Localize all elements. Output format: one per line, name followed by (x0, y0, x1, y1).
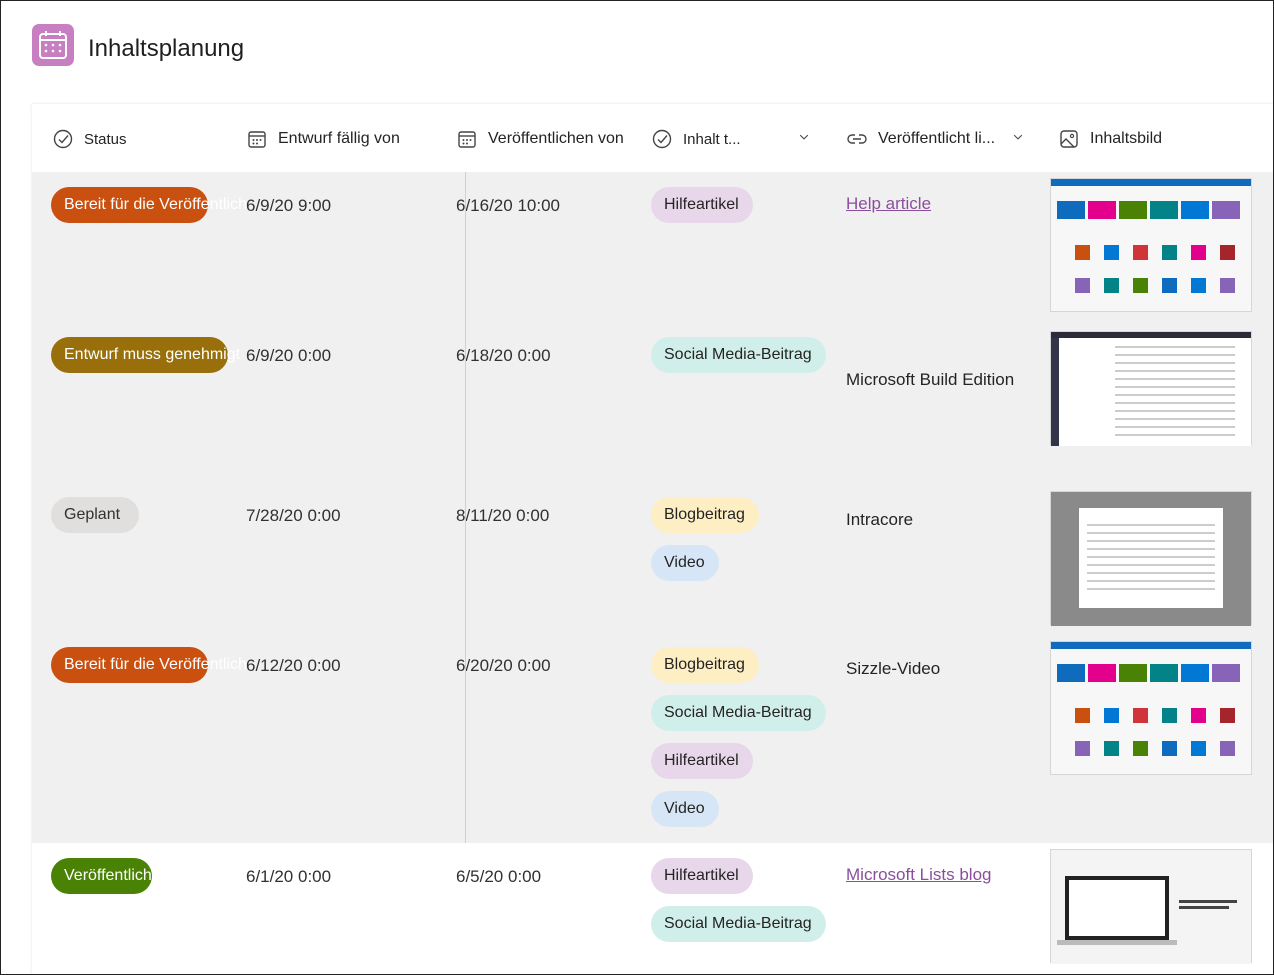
publish-date: 6/16/20 10:00 (456, 196, 560, 215)
draft-due-date: 6/12/20 0:00 (246, 656, 341, 675)
content-type-tag: Blogbeitrag (651, 497, 759, 533)
list-row[interactable]: Bereit für die Veröffentlich 6/9/20 9:00 6… (32, 172, 1273, 322)
column-header[interactable]: Veröffentlicht li... (846, 128, 1025, 150)
link[interactable]: Help article (846, 194, 932, 213)
content-image[interactable] (1050, 849, 1252, 964)
link-text: Sizzle-Video (846, 659, 941, 678)
content-type-tag: Blogbeitrag (651, 647, 759, 683)
list-row[interactable]: Geplant 7/28/20 0:00 8/11/20 0:00 Blogbeitr… (32, 482, 1273, 632)
content-type-tag: Hilfeartikel (651, 743, 753, 779)
column-header-label: Entwurf fällig von (278, 130, 400, 147)
column-header[interactable]: Entwurf fällig von (246, 128, 400, 150)
list-row[interactable]: Bereit für die Veröffentlich 6/12/20 0:00… (32, 632, 1273, 843)
content-image[interactable] (1050, 178, 1252, 312)
column-header[interactable]: Inhalt t... (651, 128, 811, 150)
draft-due-date: 6/1/20 0:00 (246, 867, 332, 886)
content-type-tag: Social Media-Beitrag (651, 906, 826, 942)
status-pill: Veröffentlicht (51, 858, 156, 894)
publish-date: 6/18/20 0:00 (456, 346, 551, 365)
app-icon (32, 24, 74, 66)
column-header-label: Status (84, 130, 127, 148)
content-type-tag: Social Media-Beitrag (651, 695, 826, 731)
content-type-tag: Hilfeartikel (651, 187, 753, 223)
content-image[interactable] (1050, 331, 1252, 446)
draft-due-date: 6/9/20 0:00 (246, 346, 332, 365)
publish-date: 6/20/20 0:00 (456, 656, 551, 675)
link[interactable]: Microsoft Lists blog (846, 865, 992, 884)
status-pill: Geplant (51, 497, 139, 533)
publish-date: 8/11/20 0:00 (456, 506, 550, 525)
column-header-label: Inhalt t... (683, 130, 741, 148)
content-type-tag: Video (651, 791, 719, 827)
list-row[interactable]: Veröffentlicht 6/1/20 0:00 6/5/20 0:00 Hilf… (32, 843, 1273, 974)
status-pill: Bereit für die Veröffentlich (51, 187, 247, 223)
column-header-label: Veröffentlichen von (488, 130, 624, 147)
status-pill: Bereit für die Veröffentlich (51, 647, 247, 683)
status-pill: Entwurf muss genehmigt (51, 337, 240, 373)
list-row[interactable]: Entwurf muss genehmigt 6/9/20 0:00 6/18/20… (32, 322, 1273, 482)
column-header-label: Inhaltsbild (1090, 130, 1163, 147)
draft-due-date: 7/28/20 0:00 (246, 506, 341, 525)
content-type-tag: Video (651, 545, 719, 581)
content-type-tag: Social Media-Beitrag (651, 337, 826, 373)
link-text: Intracore (846, 510, 914, 529)
publish-date: 6/5/20 0:00 (456, 867, 542, 886)
column-resizer (465, 172, 466, 843)
column-header[interactable]: Veröffentlichen von (456, 128, 624, 150)
column-header-label: Veröffentlicht li... (878, 130, 996, 147)
draft-due-date: 6/9/20 9:00 (246, 196, 332, 215)
content-image[interactable] (1050, 491, 1252, 626)
link-text: Microsoft Build Edition (846, 370, 1015, 389)
content-image[interactable] (1050, 641, 1252, 775)
column-header[interactable]: Inhaltsbild (1058, 128, 1162, 150)
list-table: Status Entwurf fällig von Veröffentlichen … (32, 104, 1273, 974)
content-type-tag: Hilfeartikel (651, 858, 753, 894)
column-header[interactable]: Status (52, 128, 127, 150)
list-title: Inhaltsplanung (88, 35, 245, 62)
